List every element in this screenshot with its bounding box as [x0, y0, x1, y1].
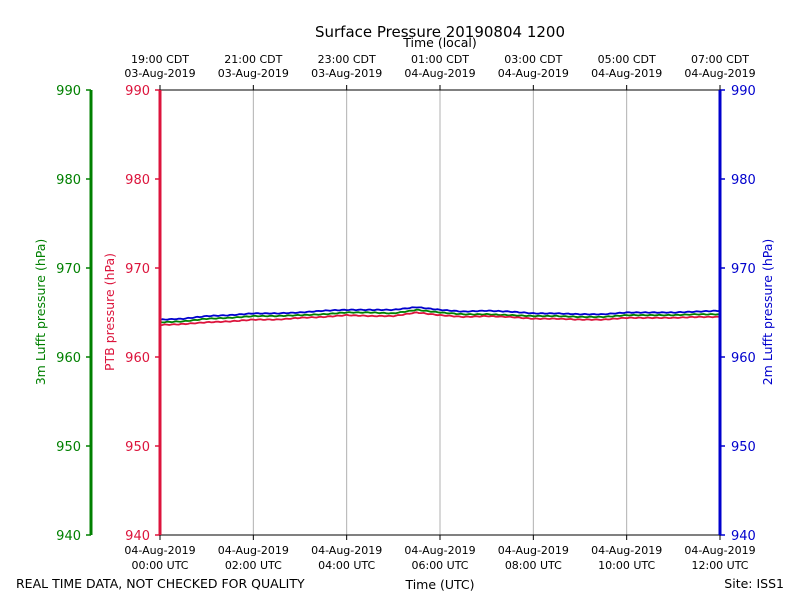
- left-inner-tick-label-0: 940: [125, 529, 150, 544]
- x-tick-time-4: 08:00 UTC: [505, 559, 562, 572]
- right-tick-label-5: 990: [731, 84, 756, 99]
- y-axis-ticks: 940 940 940 950 950 950 960 960 960 970 970 970 980 9…: [56, 84, 756, 544]
- top-tick-time-3: 01:00 CDT: [411, 53, 469, 66]
- top-tick-date-4: 04-Aug-2019: [498, 67, 569, 80]
- top-tick-time-1: 21:00 CDT: [224, 53, 282, 66]
- left-inner-tick-label-1: 950: [125, 440, 150, 455]
- left-outer-tick-label-4: 980: [56, 173, 81, 188]
- left-outer-tick-label-2: 960: [56, 351, 81, 366]
- chart-title: Surface Pressure 20190804 1200: [315, 23, 565, 41]
- left-inner-tick-label-3: 970: [125, 262, 150, 277]
- x-axis-label: Time (UTC): [404, 577, 474, 592]
- top-tick-date-1: 03-Aug-2019: [218, 67, 289, 80]
- top-tick-date-2: 03-Aug-2019: [311, 67, 382, 80]
- top-tick-date-0: 03-Aug-2019: [124, 67, 195, 80]
- left-inner-tick-label-4: 980: [125, 173, 150, 188]
- x-tick-time-2: 04:00 UTC: [318, 559, 375, 572]
- right-axis-label: 2m Lufft pressure (hPa): [760, 239, 775, 386]
- series-line-ptb-pressure: [159, 311, 721, 327]
- left-outer-tick-label-0: 940: [56, 529, 81, 544]
- left-outer-axis-label: 3m Lufft pressure (hPa): [33, 239, 48, 386]
- right-tick-label-4: 980: [731, 173, 756, 188]
- series-lines: [159, 306, 721, 327]
- left-inner-axis-label: PTB pressure (hPa): [102, 253, 117, 371]
- left-inner-tick-label-2: 960: [125, 351, 150, 366]
- x-tick-time-3: 06:00 UTC: [411, 559, 468, 572]
- quality-notice: REAL TIME DATA, NOT CHECKED FOR QUALITY: [16, 576, 305, 591]
- top-tick-time-5: 05:00 CDT: [598, 53, 656, 66]
- x-tick-date-6: 04-Aug-2019: [684, 544, 755, 557]
- x-tick-date-5: 04-Aug-2019: [591, 544, 662, 557]
- series-line-3m-lufft-pressure: [159, 308, 720, 324]
- top-tick-date-6: 04-Aug-2019: [684, 67, 755, 80]
- site-label: Site: ISS1: [724, 576, 784, 591]
- x-tick-date-4: 04-Aug-2019: [498, 544, 569, 557]
- right-tick-label-1: 950: [731, 440, 756, 455]
- right-tick-label-2: 960: [731, 351, 756, 366]
- x-tick-time-0: 00:00 UTC: [131, 559, 188, 572]
- x-tick-date-3: 04-Aug-2019: [404, 544, 475, 557]
- top-tick-date-5: 04-Aug-2019: [591, 67, 662, 80]
- x-tick-date-0: 04-Aug-2019: [124, 544, 195, 557]
- left-outer-tick-label-5: 990: [56, 84, 81, 99]
- top-tick-time-2: 23:00 CDT: [318, 53, 376, 66]
- x-axis-ticks: 04-Aug-2019 00:00 UTC 04-Aug-2019 02:00 UTC…: [124, 535, 756, 572]
- x-tick-date-1: 04-Aug-2019: [218, 544, 289, 557]
- x-tick-time-1: 02:00 UTC: [225, 559, 282, 572]
- top-tick-time-6: 07:00 CDT: [691, 53, 749, 66]
- top-tick-date-3: 04-Aug-2019: [404, 67, 475, 80]
- left-outer-tick-label-3: 970: [56, 262, 81, 277]
- x-tick-time-6: 12:00 UTC: [691, 559, 748, 572]
- top-tick-time-4: 03:00 CDT: [504, 53, 562, 66]
- right-tick-label-0: 940: [731, 529, 756, 544]
- series-line-2m-lufft-pressure: [159, 306, 721, 321]
- x-tick-date-2: 04-Aug-2019: [311, 544, 382, 557]
- top-tick-time-0: 19:00 CDT: [131, 53, 189, 66]
- x-tick-time-5: 10:00 UTC: [598, 559, 655, 572]
- top-axis-label: Time (local): [402, 35, 476, 50]
- right-tick-label-3: 970: [731, 262, 756, 277]
- left-outer-tick-label-1: 950: [56, 440, 81, 455]
- left-inner-tick-label-5: 990: [125, 84, 150, 99]
